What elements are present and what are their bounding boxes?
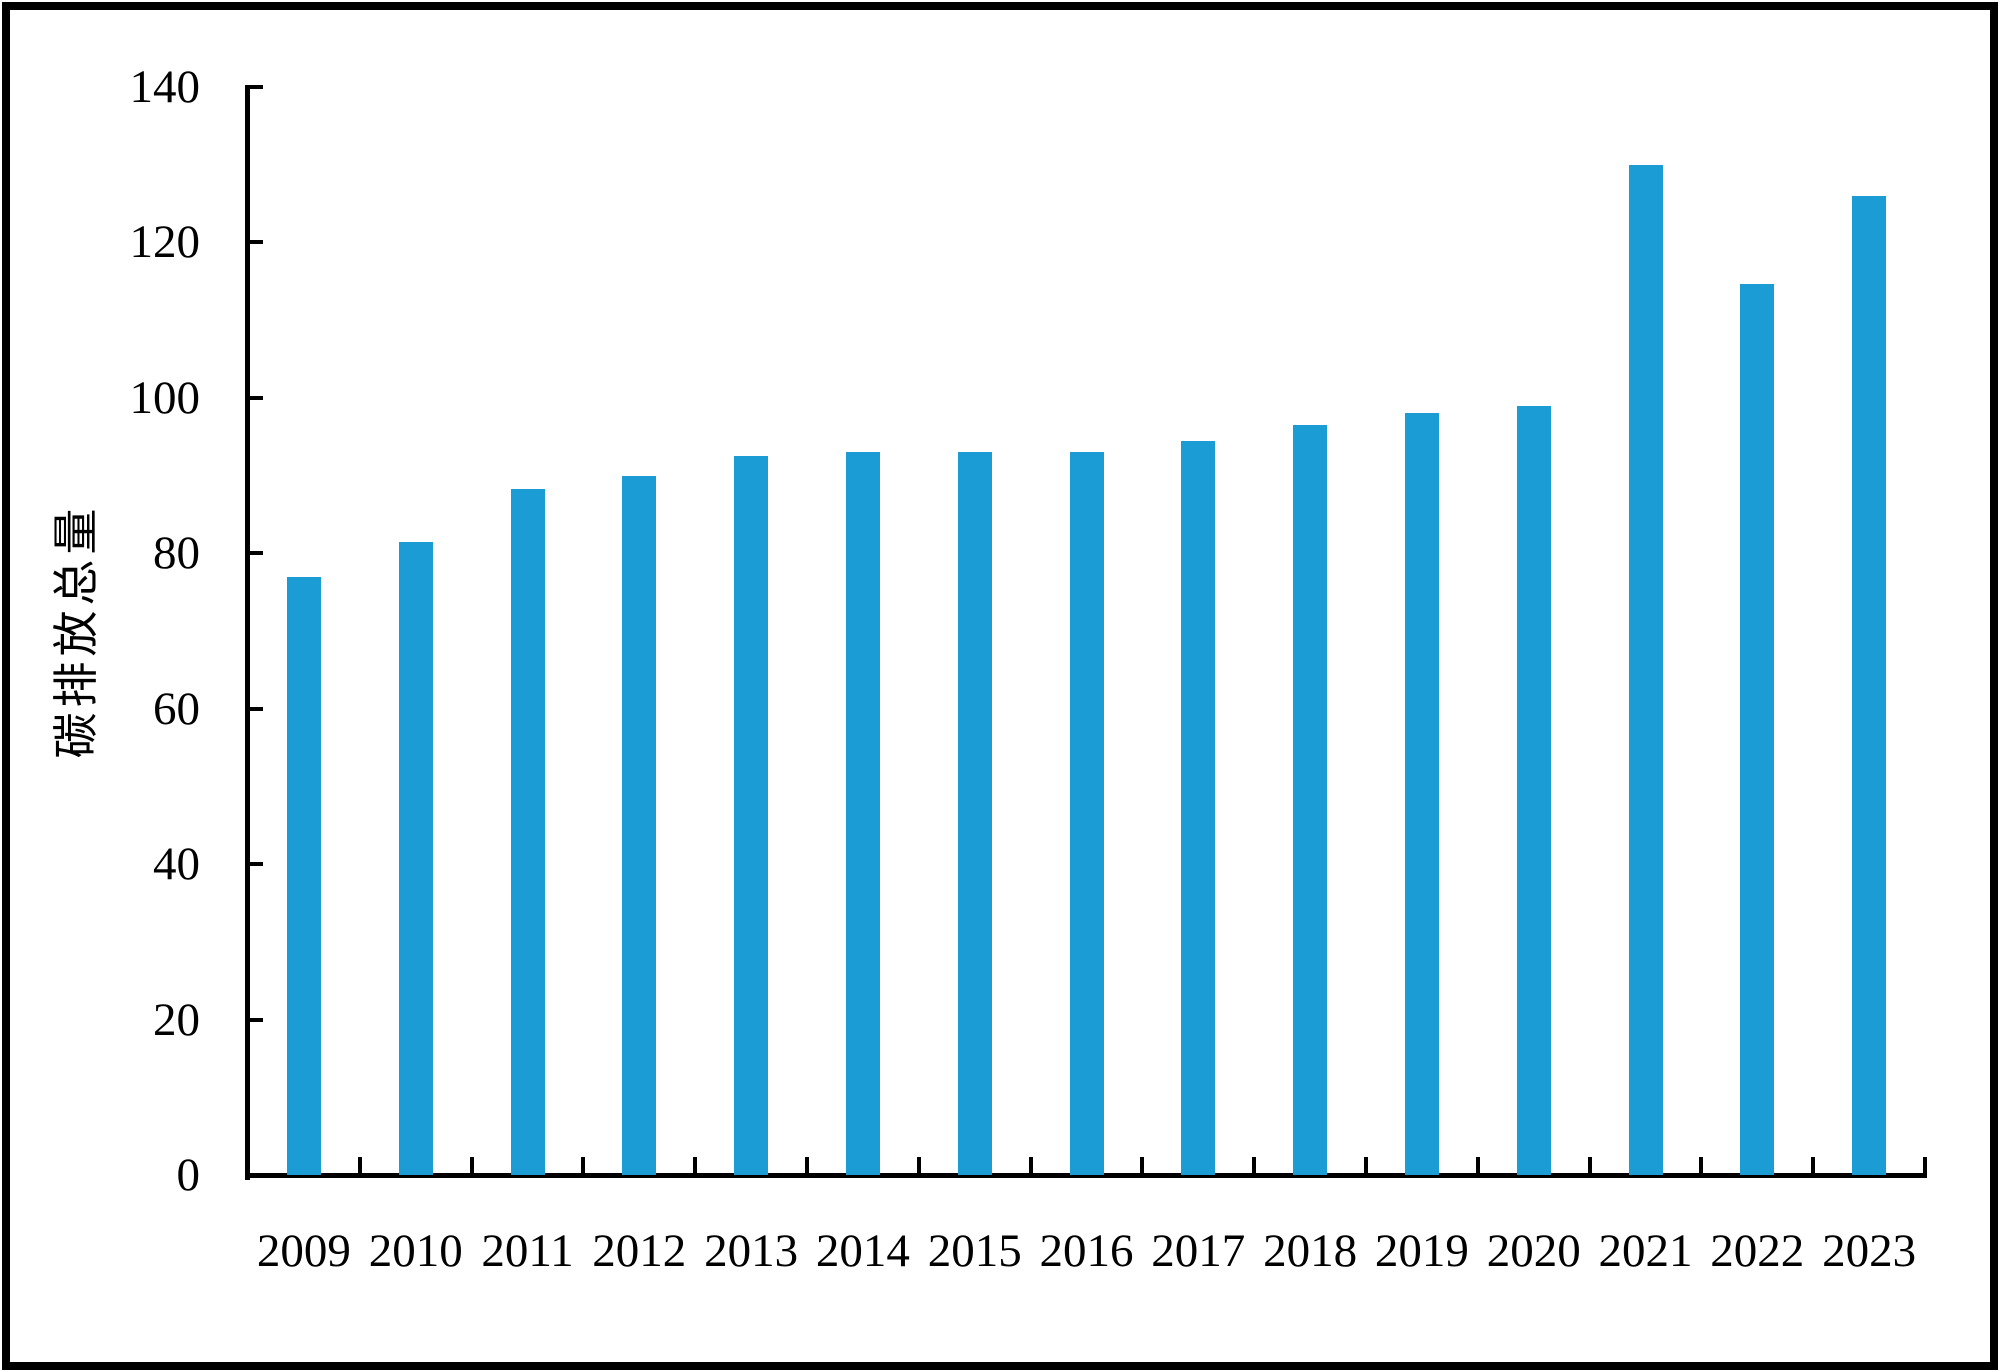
y-tick bbox=[250, 240, 263, 245]
x-axis-label: 2013 bbox=[704, 1225, 799, 1277]
x-tick bbox=[1811, 1157, 1816, 1173]
x-axis-label: 2015 bbox=[927, 1225, 1022, 1277]
x-tick bbox=[1587, 1157, 1592, 1173]
x-tick bbox=[1923, 1157, 1927, 1173]
bar bbox=[510, 488, 545, 1175]
y-tick bbox=[250, 706, 263, 711]
bar bbox=[845, 452, 880, 1175]
y-tick-label: 40 bbox=[153, 838, 200, 891]
x-tick bbox=[469, 1157, 474, 1173]
y-tick bbox=[250, 1173, 263, 1177]
x-axis-line bbox=[245, 1173, 1927, 1178]
x-axis-label: 2019 bbox=[1374, 1225, 1469, 1277]
bar bbox=[398, 541, 433, 1175]
x-axis-label: 2020 bbox=[1486, 1225, 1581, 1277]
x-axis-label: 2016 bbox=[1039, 1225, 1134, 1277]
x-tick bbox=[1364, 1157, 1368, 1173]
x-tick bbox=[1475, 1157, 1480, 1173]
bar bbox=[734, 456, 769, 1175]
x-axis-label: 2017 bbox=[1151, 1225, 1246, 1277]
x-axis-label: 2011 bbox=[481, 1225, 574, 1277]
x-tick bbox=[246, 1157, 250, 1173]
bar bbox=[1181, 440, 1216, 1175]
y-axis-title: 碳排放总量 bbox=[51, 503, 102, 759]
y-tick bbox=[250, 862, 263, 867]
bar bbox=[286, 576, 321, 1175]
x-tick bbox=[357, 1157, 362, 1173]
x-tick bbox=[581, 1157, 586, 1173]
y-tick-label: 120 bbox=[129, 216, 201, 269]
y-tick bbox=[250, 551, 263, 556]
x-axis-label: 2018 bbox=[1263, 1225, 1358, 1277]
bar bbox=[957, 452, 992, 1175]
y-tick-label: 100 bbox=[129, 371, 201, 424]
bar bbox=[1852, 195, 1887, 1175]
y-tick bbox=[250, 1017, 263, 1022]
x-axis-label: 2012 bbox=[592, 1225, 687, 1277]
bar bbox=[1404, 413, 1439, 1175]
x-axis-label: 2014 bbox=[815, 1225, 910, 1277]
bar bbox=[622, 475, 657, 1175]
x-tick bbox=[1699, 1157, 1704, 1173]
bar bbox=[1069, 452, 1104, 1175]
x-tick bbox=[916, 1157, 921, 1173]
x-axis-label: 2009 bbox=[256, 1225, 351, 1277]
y-tick-label: 20 bbox=[153, 993, 200, 1046]
y-axis-line bbox=[245, 85, 250, 1180]
bar bbox=[1293, 425, 1328, 1175]
y-tick bbox=[250, 395, 263, 400]
y-tick-label: 0 bbox=[176, 1149, 201, 1201]
bar bbox=[1740, 283, 1775, 1175]
x-axis-label: 2021 bbox=[1598, 1225, 1693, 1277]
x-axis-label: 2022 bbox=[1710, 1225, 1805, 1277]
y-tick-label: 60 bbox=[153, 682, 200, 735]
x-tick bbox=[1140, 1157, 1145, 1173]
bar bbox=[1516, 405, 1551, 1175]
x-tick bbox=[693, 1157, 698, 1173]
x-axis-label: 2010 bbox=[368, 1225, 463, 1277]
y-tick bbox=[250, 85, 263, 89]
y-tick-label: 140 bbox=[129, 61, 201, 113]
y-tick-label: 80 bbox=[153, 527, 200, 580]
x-tick bbox=[1252, 1157, 1257, 1173]
x-tick bbox=[805, 1157, 809, 1173]
x-axis-label: 2023 bbox=[1822, 1225, 1917, 1277]
x-tick bbox=[1028, 1157, 1033, 1173]
bar bbox=[1628, 164, 1663, 1175]
